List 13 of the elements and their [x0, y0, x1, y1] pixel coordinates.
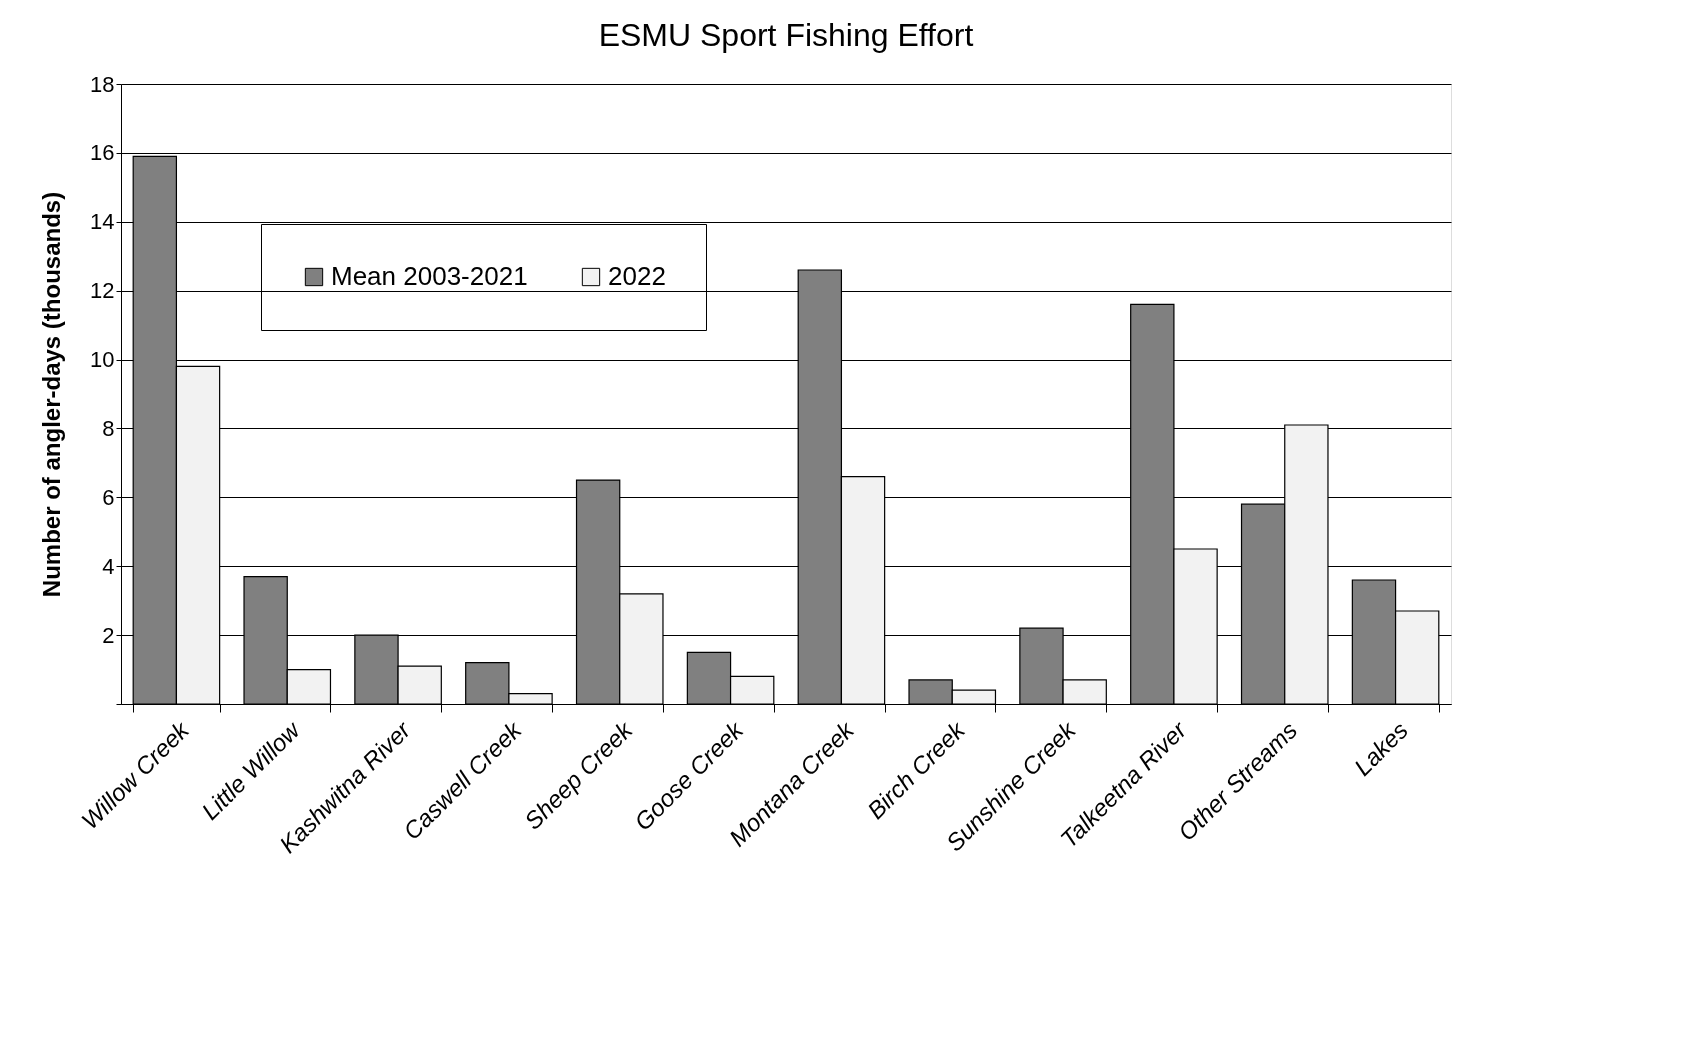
legend-label: 2022	[608, 261, 666, 291]
y-tick-label: 2	[102, 622, 115, 648]
y-tick-label: 16	[90, 140, 115, 166]
chart-title: ESMU Sport Fishing Effort	[598, 17, 974, 53]
legend-label: Mean 2003-2021	[331, 261, 528, 291]
y-axis-title: Number of angler-days (thousands)	[38, 191, 66, 598]
y-tick-label: 6	[102, 484, 115, 510]
y-tick-label: 18	[90, 71, 115, 97]
y-tick-label: 4	[102, 553, 115, 579]
y-tick-label: 12	[90, 278, 115, 304]
y-tick-label: 8	[102, 415, 115, 441]
y-tick-label: 14	[90, 209, 115, 235]
y-tick-label: 10	[90, 347, 115, 373]
